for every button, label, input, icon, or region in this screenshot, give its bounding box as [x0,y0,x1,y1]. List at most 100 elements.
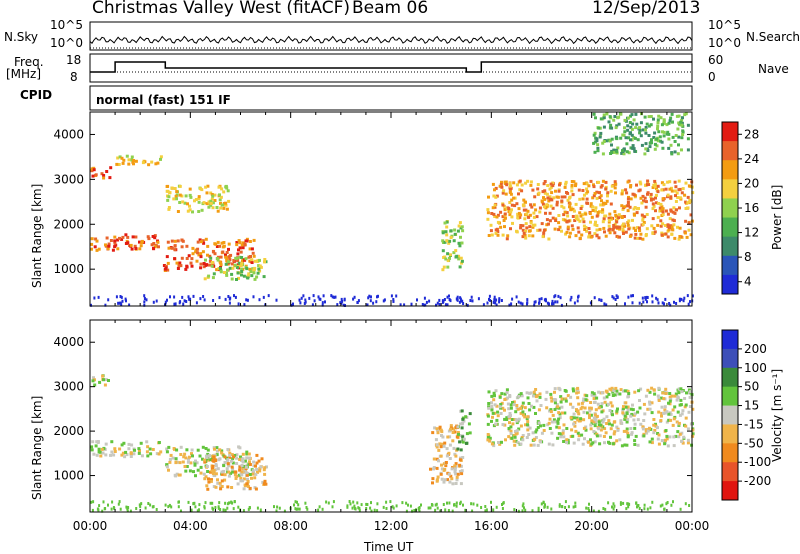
data-cell [589,235,593,239]
data-cell [235,241,239,244]
data-cell [446,435,450,439]
ground-scatter-cell [267,294,270,298]
data-cell [202,241,206,245]
data-cell [130,155,134,159]
data-cell [674,194,677,198]
data-cell [661,213,665,216]
ground-scatter-cell [365,502,368,506]
data-cell [610,388,614,392]
data-cell [572,422,576,426]
data-cell [508,421,511,425]
data-cell [162,264,166,267]
data-cell [534,436,538,439]
data-cell [449,229,453,233]
data-cell [598,196,602,199]
data-cell [656,127,659,131]
data-cell [531,234,535,238]
data-cell [669,196,673,200]
data-cell [223,478,227,482]
data-cell [634,126,638,130]
ground-scatter-cell [600,298,603,302]
data-cell [490,404,494,408]
data-cell [558,183,561,187]
data-cell [654,209,657,213]
data-cell [641,216,645,220]
data-cell [257,264,261,268]
data-cell [507,407,511,411]
ground-scatter-cell [517,509,520,513]
ground-scatter-cell [494,301,497,305]
data-cell [180,256,184,260]
data-cell [521,413,525,417]
data-cell [552,196,556,200]
data-cell [631,408,635,412]
ground-scatter-cell [373,508,376,512]
data-cell [140,239,144,243]
ground-scatter-cell [392,299,395,303]
data-cell [647,124,651,128]
data-cell [623,130,627,134]
data-cell [625,191,629,195]
data-cell [515,429,519,433]
data-cell [230,277,234,281]
data-cell [579,417,583,421]
ground-scatter-cell [121,299,124,303]
data-cell [226,462,230,466]
data-cell [671,210,675,214]
data-cell [607,216,611,220]
data-cell [94,173,98,177]
data-cell [206,448,210,452]
data-cell [657,399,661,402]
data-cell [521,235,525,239]
colorbar-tick-label: 20 [744,176,759,190]
data-cell [449,424,453,428]
data-cell [570,189,574,193]
ground-scatter-cell [500,299,503,302]
data-cell [654,193,658,197]
data-cell [250,261,254,264]
data-cell [557,387,561,390]
data-cell [562,435,566,439]
data-cell [584,398,588,402]
ground-scatter-cell [495,303,498,307]
ground-scatter-cell [480,506,483,509]
data-cell [102,378,105,382]
data-cell [633,426,637,430]
ground-scatter-cell [434,503,437,507]
ground-scatter-cell [297,503,300,507]
data-cell [551,413,555,417]
data-cell [503,398,507,401]
data-cell [633,149,637,153]
ground-scatter-cell [411,509,413,513]
data-cell [91,174,95,178]
data-cell [494,389,498,393]
data-cell [529,221,533,225]
data-cell [505,416,509,420]
data-cell [534,388,538,391]
data-cell [490,419,493,423]
data-cell [521,434,525,437]
data-cell [224,253,227,257]
data-cell [659,224,663,228]
ground-scatter-cell [456,295,459,299]
data-cell [191,252,195,256]
ground-scatter-cell [334,295,337,299]
ground-scatter-cell [546,301,549,305]
data-cell [572,416,576,420]
data-cell [680,191,684,195]
data-cell [627,227,631,231]
data-cell [244,257,248,261]
data-cell [683,405,687,409]
data-cell [562,206,566,210]
data-cell [222,241,226,244]
data-cell [147,237,151,241]
data-cell [245,473,249,477]
data-cell [681,409,685,413]
data-cell [444,461,448,464]
data-cell [581,399,585,403]
data-cell [564,182,568,186]
cpid-panel [89,85,693,111]
data-cell [180,245,184,249]
data-cell [583,437,586,441]
data-cell [445,220,449,224]
